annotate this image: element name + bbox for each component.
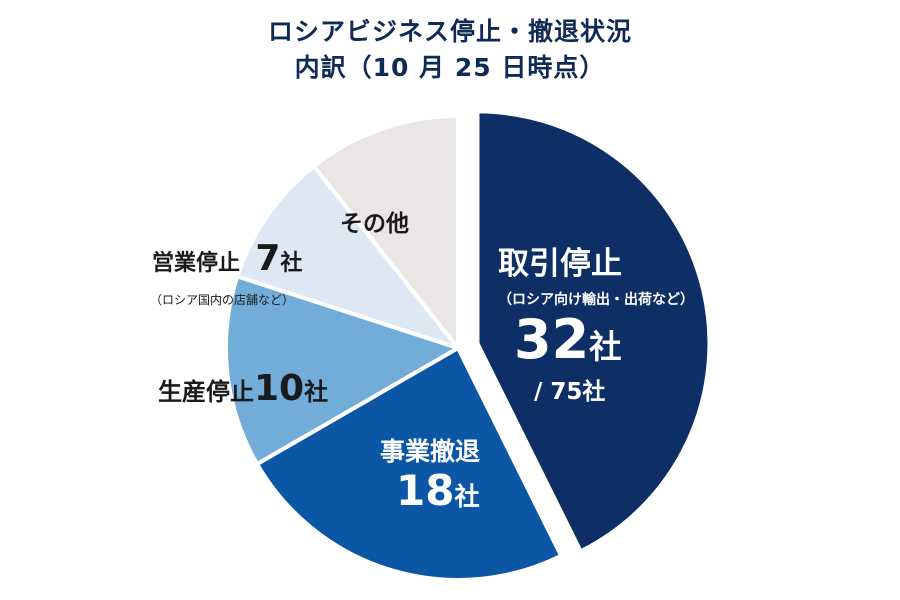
- pie-slice-sales-stop: [235, 164, 460, 350]
- slice-value-unit: 社: [304, 378, 329, 406]
- slice-value-number: 18: [396, 466, 455, 515]
- slice-value-unit: 社: [280, 251, 303, 276]
- slice-label-business-withdrawal: 事業撤退: [380, 437, 481, 466]
- slice-label-sales-stop: 営業停止 7社: [152, 238, 302, 279]
- chart-subtitle: 内訳（10 月 25 日時点）: [294, 53, 606, 82]
- slice-value-unit: 社: [454, 482, 480, 511]
- slice-label-other: その他: [340, 211, 409, 237]
- slice-name: 生産停止: [158, 378, 254, 406]
- slice-note-trade-stop: （ロシア向け輸出・出荷など）: [498, 292, 694, 308]
- slice-value-unit: 社: [589, 328, 622, 366]
- pie-slice-production-stop: [224, 274, 460, 466]
- pie-slice-other: [311, 114, 460, 350]
- slice-value-trade-stop: 32社: [514, 308, 622, 371]
- pie-slice-business-withdrawal: [255, 346, 564, 582]
- slice-value-business-withdrawal: 18社: [396, 466, 480, 515]
- slice-note-sales-stop: （ロシア国内の店舗など）: [150, 293, 295, 307]
- slice-value-number: 10: [254, 368, 305, 409]
- slice-value-number: 7: [255, 238, 281, 279]
- pie-slice-trade-stop: [475, 109, 712, 554]
- slice-value-number: 32: [514, 308, 590, 371]
- slice-name: 営業停止: [152, 251, 241, 276]
- slice-label-production-stop: 生産停止10社: [158, 368, 328, 409]
- chart-title: ロシアビジネス停止・撤退状況: [267, 17, 632, 46]
- total-label: / 75社: [534, 379, 606, 405]
- slice-label-trade-stop: 取引停止: [498, 246, 622, 282]
